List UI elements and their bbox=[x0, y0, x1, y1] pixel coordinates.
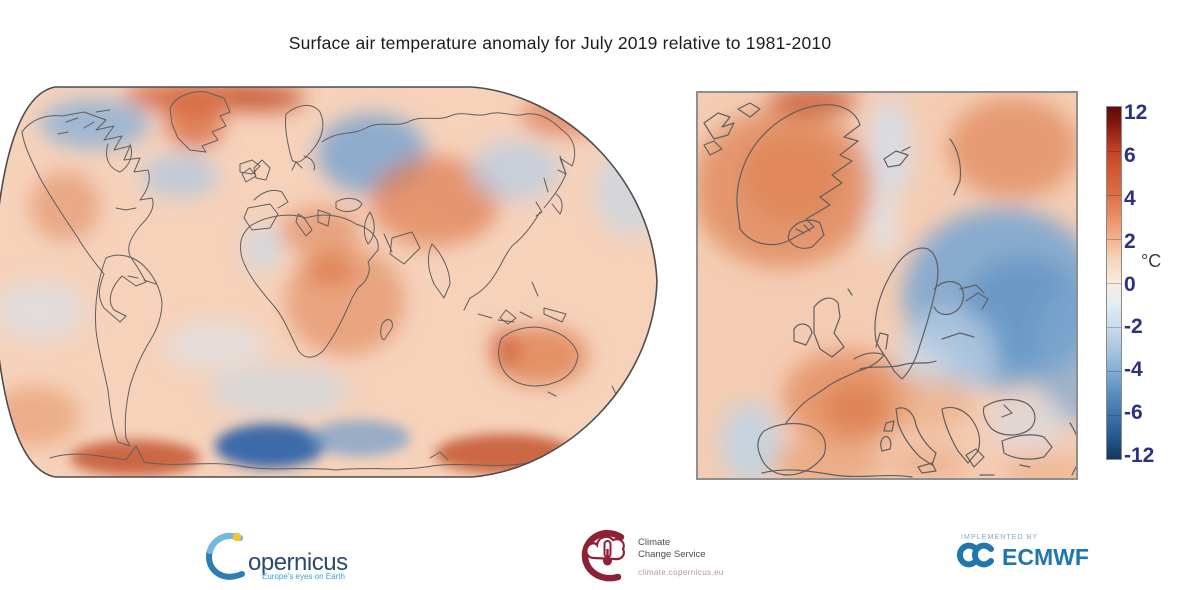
colorbar-tick-label: 12 bbox=[1124, 101, 1148, 124]
colorbar-tick-label: -2 bbox=[1124, 315, 1143, 338]
colorbar-tick-line bbox=[1107, 327, 1121, 328]
colorbar-tick-label: -4 bbox=[1124, 358, 1143, 381]
colorbar-tick-line bbox=[1107, 239, 1121, 240]
colorbar-tick-line bbox=[1107, 283, 1121, 284]
climate-change-service-logo: Climate Change Service climate.copernicu… bbox=[578, 522, 738, 589]
colorbar-tick-label: 0 bbox=[1124, 273, 1136, 296]
copernicus-logo: opernicus Europe's eyes on Earth bbox=[203, 524, 353, 590]
copernicus-sun-dot-icon bbox=[232, 532, 242, 542]
c3s-thermometer-bulb bbox=[603, 556, 612, 566]
c3s-url: climate.copernicus.eu bbox=[638, 568, 724, 577]
colorbar bbox=[1106, 106, 1122, 460]
colorbar-tick-line bbox=[1107, 371, 1121, 372]
europe-coastlines bbox=[703, 102, 1076, 478]
ecmwf-wordmark: ECMWF bbox=[1002, 544, 1089, 570]
ecmwf-mark-right-c-icon bbox=[971, 542, 994, 568]
figure-title: Surface air temperature anomaly for July… bbox=[288, 33, 832, 53]
copernicus-tagline: Europe's eyes on Earth bbox=[262, 572, 345, 581]
colorbar-tick-line bbox=[1107, 195, 1121, 196]
colorbar-tick-label: 6 bbox=[1124, 144, 1136, 167]
colorbar-unit-label: °C bbox=[1141, 251, 1162, 271]
ecmwf-logo-graphic: IMPLEMENTED BY ECMWF bbox=[956, 534, 1089, 570]
europe-anomaly-field bbox=[698, 93, 1076, 478]
colorbar-tick-label: 4 bbox=[1124, 187, 1136, 210]
c3s-name-line2: Change Service bbox=[638, 549, 706, 560]
copernicus-wordmark: opernicus bbox=[248, 549, 348, 576]
world-anomaly-field bbox=[0, 87, 657, 477]
colorbar-tick-label: -6 bbox=[1124, 401, 1143, 424]
ecmwf-logo: IMPLEMENTED BY ECMWF bbox=[950, 528, 1100, 579]
world-anomaly-map bbox=[0, 86, 658, 478]
europe-map-panel bbox=[696, 91, 1078, 480]
colorbar-tick-label: 2 bbox=[1124, 230, 1136, 253]
colorbar-tick-line bbox=[1107, 415, 1121, 416]
world-map-outline bbox=[0, 86, 658, 478]
c3s-crescent-icon bbox=[581, 529, 625, 582]
world-map-panel bbox=[0, 86, 672, 478]
europe-anomaly-map bbox=[698, 93, 1076, 478]
c3s-logo-graphic: Climate Change Service climate.copernicu… bbox=[581, 529, 724, 582]
ecmwf-mark-left-c-icon bbox=[956, 542, 979, 568]
copernicus-logo-graphic: opernicus Europe's eyes on Earth bbox=[205, 532, 349, 581]
c3s-name-line1: Climate bbox=[638, 537, 670, 548]
colorbar-tick-line bbox=[1107, 151, 1121, 152]
colorbar-tick-label: -12 bbox=[1124, 444, 1155, 467]
ecmwf-implemented-by: IMPLEMENTED BY bbox=[961, 534, 1038, 541]
